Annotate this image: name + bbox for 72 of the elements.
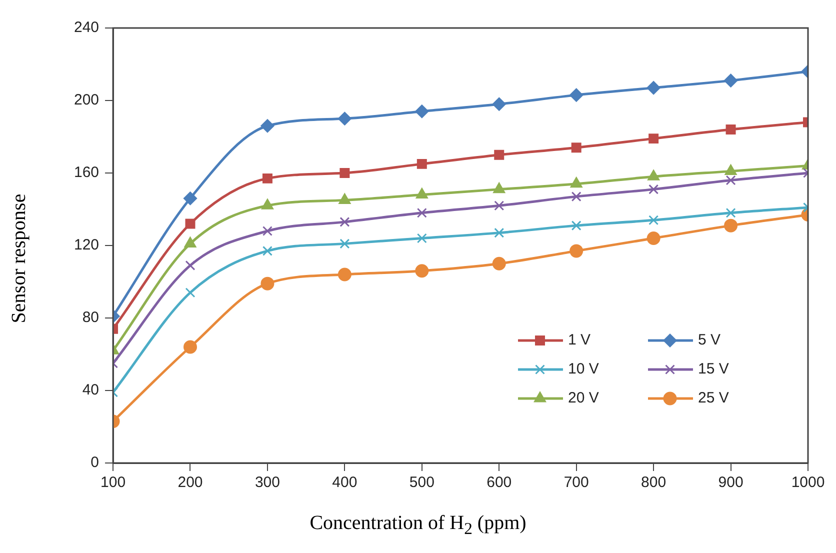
point <box>492 97 506 111</box>
x-tick-label: 300 <box>254 474 280 492</box>
y-tick-label: 0 <box>90 454 100 472</box>
point <box>492 256 506 270</box>
y-tick-label: 240 <box>74 19 100 36</box>
point <box>416 158 427 169</box>
point <box>183 340 197 354</box>
point <box>648 134 659 144</box>
point <box>648 170 660 180</box>
point <box>571 142 582 153</box>
x-tick-label: 100 <box>100 474 126 492</box>
point <box>340 216 350 227</box>
point <box>570 177 582 188</box>
point <box>416 233 427 244</box>
point <box>338 268 352 282</box>
point <box>724 218 738 232</box>
point <box>646 232 660 245</box>
x-tick-label: 1000 <box>791 474 825 492</box>
point <box>570 88 584 102</box>
point <box>260 119 274 133</box>
point <box>726 208 736 218</box>
point <box>726 124 736 134</box>
point <box>340 238 350 249</box>
point <box>494 150 504 160</box>
point <box>262 173 272 184</box>
legend-label: 25 V <box>698 390 729 407</box>
legend-label: 20 V <box>568 390 599 407</box>
point <box>494 200 504 211</box>
legend-label: 5 V <box>698 332 721 349</box>
point <box>726 175 736 186</box>
x-tick-label: 900 <box>718 474 744 492</box>
point <box>260 276 274 290</box>
point <box>724 164 737 175</box>
point <box>262 198 274 210</box>
point <box>493 182 506 194</box>
point <box>648 215 659 226</box>
x-tick-label: 500 <box>409 474 434 492</box>
point <box>416 208 427 218</box>
legend-label: 1 V <box>568 332 591 349</box>
legend-label: 10 V <box>568 360 599 378</box>
x-tick-label: 200 <box>178 474 203 492</box>
point <box>262 226 272 236</box>
point <box>183 192 197 206</box>
legend-label: 15 V <box>698 360 729 378</box>
point <box>185 260 196 270</box>
x-tick-label: 800 <box>641 474 666 492</box>
x-axis-title: Concentration of H$_{2}$ (ppm) <box>308 512 528 539</box>
point <box>185 218 196 229</box>
y-axis-title: Sensor response <box>8 193 32 323</box>
point <box>724 74 738 88</box>
x-tick-label: 400 <box>332 474 358 492</box>
x-tick-label: 600 <box>486 474 512 492</box>
point <box>494 228 504 238</box>
point <box>340 168 350 178</box>
x-tick-label: 700 <box>564 474 589 492</box>
point <box>415 264 429 278</box>
point <box>185 288 196 298</box>
point <box>570 244 584 258</box>
point <box>571 192 582 202</box>
y-tick-label: 80 <box>82 309 100 326</box>
point <box>416 188 428 198</box>
point <box>338 112 352 126</box>
y-tick-label: 40 <box>82 382 100 399</box>
point <box>262 246 272 256</box>
y-tick-label: 200 <box>74 92 100 109</box>
point <box>646 81 660 95</box>
point <box>648 184 659 194</box>
point <box>571 220 582 231</box>
point <box>415 104 429 118</box>
y-tick-label: 160 <box>74 164 100 182</box>
y-tick-label: 120 <box>74 236 100 254</box>
point <box>338 193 351 204</box>
